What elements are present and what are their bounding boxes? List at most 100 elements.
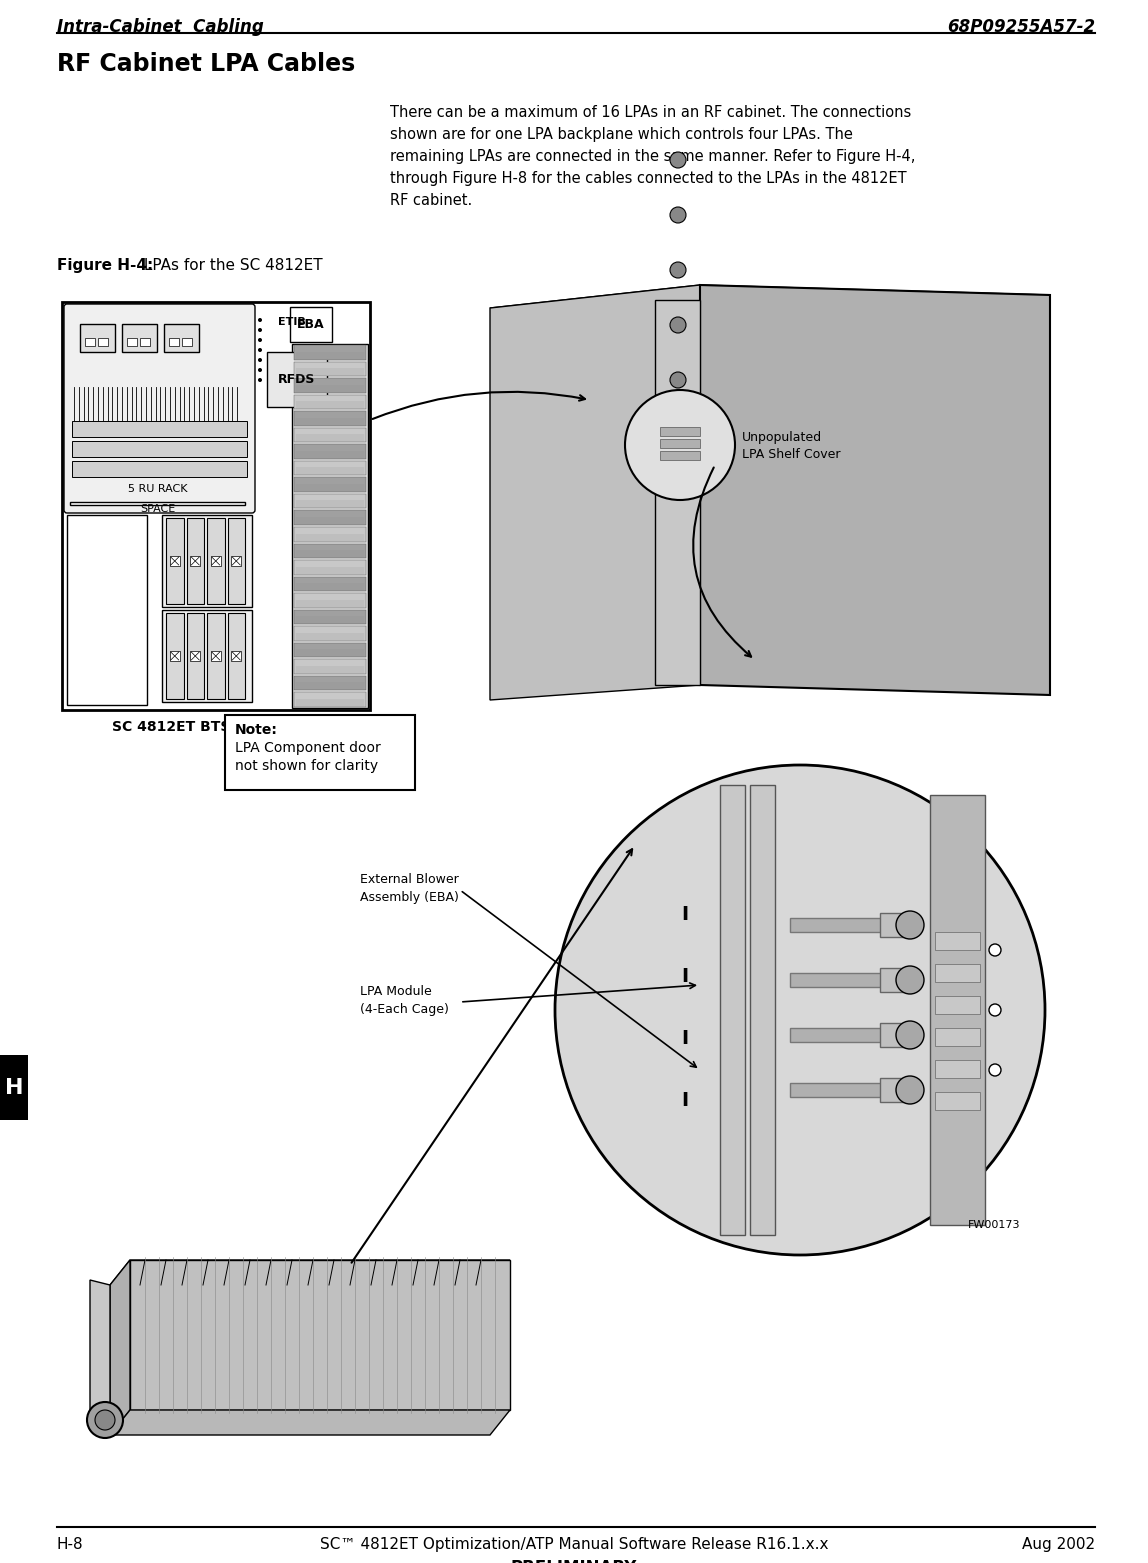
Text: I: I (682, 905, 689, 924)
Bar (191, 556, 200, 566)
Bar (162, 610, 253, 702)
Bar (294, 610, 366, 624)
Bar (294, 544, 366, 558)
Bar (790, 974, 910, 986)
Text: SPACE: SPACE (140, 503, 176, 514)
Circle shape (670, 263, 687, 278)
Text: LPA Shelf Cover: LPA Shelf Cover (742, 449, 840, 461)
Bar (85, 338, 95, 345)
Bar (186, 613, 204, 699)
Text: Assembly (EBA): Assembly (EBA) (360, 891, 459, 903)
Bar (292, 344, 369, 708)
Text: RF Cabinet LPA Cables: RF Cabinet LPA Cables (57, 52, 355, 77)
Bar (294, 494, 366, 508)
Bar (934, 1028, 980, 1046)
Bar (294, 461, 366, 475)
Bar (170, 652, 180, 661)
Bar (294, 477, 366, 492)
Bar (294, 577, 366, 591)
Text: SC 4812ET BTS RF Cabinet: SC 4812ET BTS RF Cabinet (111, 721, 320, 735)
Polygon shape (90, 1280, 110, 1435)
Bar (934, 996, 980, 1014)
Circle shape (988, 1064, 1001, 1075)
Text: LPA Component door: LPA Component door (235, 741, 381, 755)
Text: LPAs for the SC 4812ET: LPAs for the SC 4812ET (139, 258, 323, 274)
Bar (290, 306, 332, 342)
Bar (267, 352, 327, 406)
Circle shape (258, 338, 262, 342)
Text: 68P09255A57-2: 68P09255A57-2 (947, 19, 1095, 36)
Bar (70, 502, 245, 505)
Circle shape (670, 317, 687, 333)
Polygon shape (700, 284, 1050, 696)
Text: Unpopulated: Unpopulated (742, 430, 822, 444)
Circle shape (670, 372, 687, 388)
Bar (790, 1083, 910, 1097)
Bar (162, 514, 253, 606)
Circle shape (670, 152, 687, 167)
Bar (169, 338, 179, 345)
Text: RF cabinet.: RF cabinet. (390, 192, 472, 208)
Bar (294, 411, 366, 425)
Bar (207, 613, 225, 699)
Bar (140, 338, 150, 345)
Circle shape (554, 764, 1045, 1255)
Text: FW00173: FW00173 (968, 1221, 1021, 1230)
Bar (790, 1028, 910, 1043)
Bar (294, 692, 366, 706)
Bar (790, 917, 910, 932)
Bar (191, 652, 200, 661)
Text: I: I (682, 1028, 689, 1047)
Polygon shape (130, 1260, 510, 1410)
Bar (231, 556, 241, 566)
Bar (881, 913, 905, 936)
Bar (294, 394, 366, 410)
Circle shape (670, 206, 687, 224)
Text: H: H (5, 1077, 23, 1097)
Text: I: I (682, 1091, 689, 1110)
Bar (186, 517, 204, 603)
Text: PRELIMINARY: PRELIMINARY (511, 1558, 637, 1563)
Circle shape (895, 911, 924, 939)
Text: RFDS: RFDS (278, 374, 316, 386)
Bar (294, 444, 366, 460)
Text: remaining LPAs are connected in the same manner. Refer to Figure H-4,: remaining LPAs are connected in the same… (390, 148, 915, 164)
Circle shape (258, 349, 262, 352)
Circle shape (258, 317, 262, 322)
Circle shape (625, 391, 735, 500)
Bar (98, 338, 108, 345)
Bar (934, 932, 980, 950)
Text: ETIB: ETIB (278, 317, 305, 327)
Circle shape (258, 367, 262, 372)
Text: There can be a maximum of 16 LPAs in an RF cabinet. The connections: There can be a maximum of 16 LPAs in an … (390, 105, 912, 120)
Bar (294, 527, 366, 541)
Text: (4-Each Cage): (4-Each Cage) (360, 1003, 449, 1016)
Bar (67, 514, 147, 705)
Bar (881, 1078, 905, 1102)
Bar (183, 338, 192, 345)
Bar (294, 511, 366, 525)
Bar (881, 967, 905, 993)
Bar (127, 338, 137, 345)
Text: I: I (682, 966, 689, 986)
Bar (720, 785, 745, 1235)
Circle shape (87, 1402, 123, 1438)
Bar (80, 324, 115, 352)
Bar (881, 1024, 905, 1047)
Polygon shape (110, 1260, 130, 1435)
Bar (231, 652, 241, 661)
Polygon shape (110, 1410, 510, 1435)
Bar (227, 613, 245, 699)
Bar (660, 427, 700, 436)
Bar (294, 345, 366, 359)
Bar (294, 378, 366, 392)
Text: 5 RU RACK: 5 RU RACK (127, 483, 187, 494)
Text: not shown for clarity: not shown for clarity (235, 760, 378, 774)
Bar (170, 556, 180, 566)
Text: shown are for one LPA backplane which controls four LPAs. The: shown are for one LPA backplane which co… (390, 127, 853, 142)
Bar (934, 964, 980, 982)
Text: Note:: Note: (235, 724, 278, 738)
Text: Figure H-4:: Figure H-4: (57, 258, 153, 274)
Bar (294, 428, 366, 442)
Polygon shape (110, 1260, 510, 1285)
